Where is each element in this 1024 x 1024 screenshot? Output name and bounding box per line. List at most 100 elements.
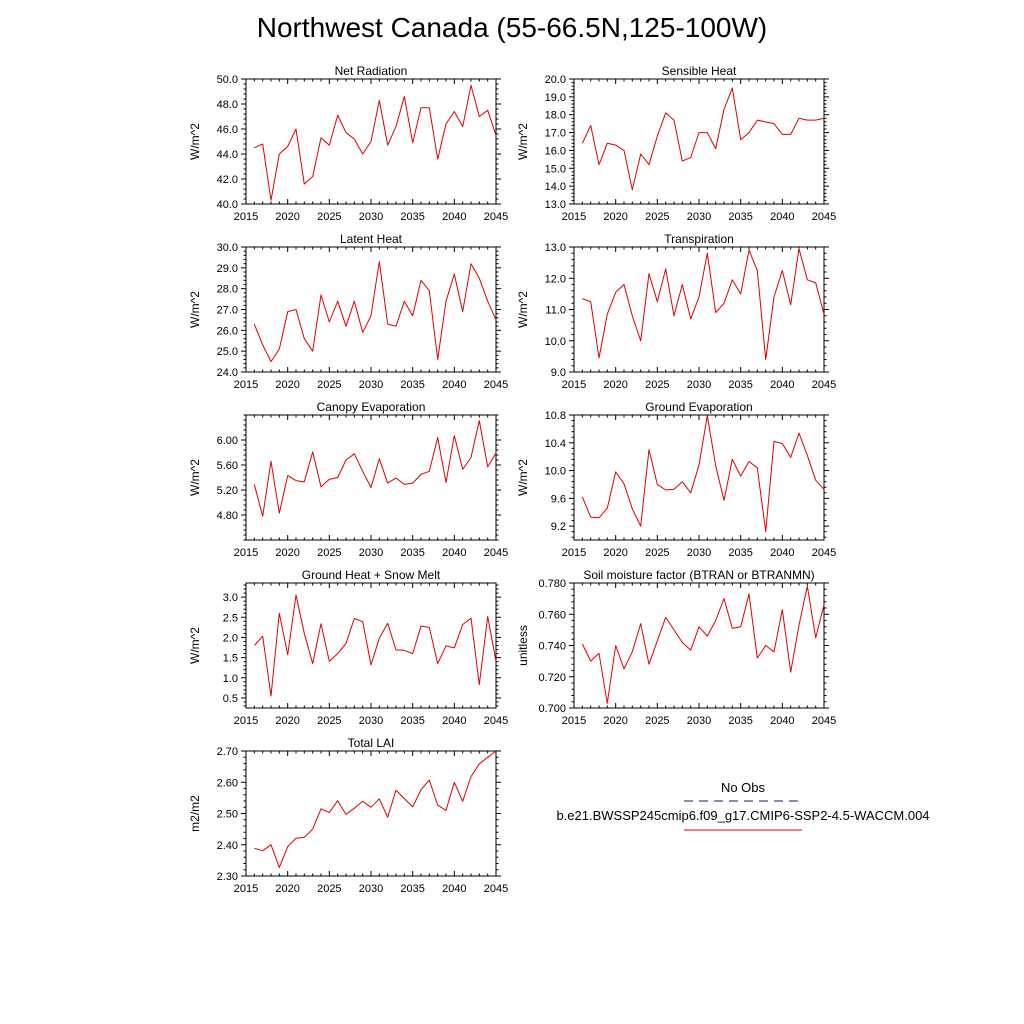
y-tick-label: 0.740 [538, 641, 566, 653]
y-tick-label: 16.0 [545, 145, 566, 157]
x-tick-label: 2045 [484, 547, 508, 559]
plot-frame [245, 246, 497, 373]
x-tick-label: 2015 [562, 715, 586, 727]
x-tick-label: 2035 [400, 715, 424, 727]
x-tick-label: 2020 [603, 211, 627, 223]
series-line [581, 87, 825, 191]
x-tick-label: 2015 [234, 211, 258, 223]
x-tick-label: 2035 [728, 547, 752, 559]
plot-frame [573, 582, 825, 709]
y-tick-label: 44.0 [217, 149, 238, 161]
y-tick-label: 15.0 [545, 163, 566, 175]
y-tick-label: 0.760 [538, 609, 566, 621]
chart-title: Northwest Canada (55-66.5N,125-100W) [256, 12, 768, 43]
panel-net-radiation: 2015 2020 2025 2030 2035 2040 2045 40.0 42.0 44.0… [188, 64, 508, 223]
y-tick-label: 28.0 [217, 284, 238, 296]
y-tick-label: 6.00 [217, 435, 238, 447]
panel-latent-heat: 2015 2020 2025 2030 2035 2040 2045 24.0 25.0 26.0… [188, 232, 508, 391]
panel-canopy-evaporation: 2015 2020 2025 2030 2035 2040 2045 4.80 5.20 5.60… [188, 400, 508, 559]
y-tick-label: 1.5 [223, 653, 238, 665]
x-tick-label: 2030 [359, 379, 383, 391]
y-tick-label: 2.0 [223, 632, 238, 644]
x-tick-label: 2025 [317, 883, 341, 895]
x-tick-label: 2030 [687, 379, 711, 391]
plot-frame [573, 414, 825, 541]
x-tick-label: 2040 [770, 379, 794, 391]
y-tick-label: 0.720 [538, 672, 566, 684]
x-tick-label: 2020 [275, 211, 299, 223]
y-tick-label: 50.0 [217, 74, 238, 86]
y-tick-label: 2.5 [223, 612, 238, 624]
y-tick-label: 10.4 [545, 438, 566, 450]
x-tick-label: 2045 [484, 883, 508, 895]
y-tick-label: 9.0 [551, 367, 566, 379]
x-tick-label: 2030 [687, 547, 711, 559]
y-tick-label: 9.6 [551, 493, 566, 505]
series-line [253, 261, 497, 363]
y-axis-label: W/m^2 [188, 123, 202, 160]
x-tick-label: 2030 [687, 715, 711, 727]
x-tick-label: 2020 [603, 547, 627, 559]
panel-ground-heat-snow-melt: 2015 2020 2025 2030 2035 2040 2045 0.5 1.0 1.5 2.0… [188, 568, 508, 727]
panel-title: Sensible Heat [662, 64, 737, 78]
y-tick-label: 10.8 [545, 410, 566, 422]
panel-title: Ground Evaporation [645, 400, 752, 414]
x-tick-label: 2025 [317, 547, 341, 559]
panel-title: Latent Heat [340, 232, 403, 246]
x-tick-label: 2035 [400, 883, 424, 895]
y-axis-label: W/m^2 [516, 459, 530, 496]
y-tick-label: 14.0 [545, 181, 566, 193]
y-tick-label: 4.80 [217, 510, 238, 522]
y-tick-label: 3.0 [223, 592, 238, 604]
panel-title: Transpiration [664, 232, 734, 246]
panel-title: Soil moisture factor (BTRAN or BTRANMN) [583, 568, 814, 582]
x-tick-label: 2020 [603, 715, 627, 727]
x-tick-label: 2020 [275, 379, 299, 391]
y-tick-label: 26.0 [217, 325, 238, 337]
y-tick-label: 30.0 [217, 242, 238, 254]
y-tick-label: 18.0 [545, 110, 566, 122]
series-line [253, 594, 497, 697]
legend-label-run: b.e21.BWSSP245cmip6.f09_g17.CMIP6-SSP2-4… [556, 808, 929, 823]
y-tick-label: 2.70 [217, 746, 238, 758]
x-tick-label: 2035 [728, 379, 752, 391]
x-tick-label: 2045 [812, 547, 836, 559]
x-tick-label: 2040 [442, 715, 466, 727]
x-tick-label: 2020 [275, 883, 299, 895]
y-tick-label: 2.40 [217, 840, 238, 852]
y-tick-label: 10.0 [545, 336, 566, 348]
panel-transpiration: 2015 2020 2025 2030 2035 2040 2045 9.0 10.0 11.0 1… [516, 232, 836, 391]
x-tick-label: 2020 [275, 547, 299, 559]
y-tick-label: 2.60 [217, 777, 238, 789]
x-tick-label: 2045 [484, 211, 508, 223]
y-axis-label: W/m^2 [188, 627, 202, 664]
y-tick-label: 40.0 [217, 199, 238, 211]
x-tick-label: 2035 [400, 547, 424, 559]
x-tick-label: 2015 [562, 211, 586, 223]
x-tick-label: 2045 [812, 715, 836, 727]
x-tick-label: 2040 [770, 715, 794, 727]
y-tick-label: 10.0 [545, 466, 566, 478]
x-tick-label: 2035 [400, 211, 424, 223]
panel-total-lai: 2015 2020 2025 2030 2035 2040 2045 2.30 2.40 2.50… [188, 736, 508, 895]
series-line [254, 84, 497, 201]
plot-frame [573, 78, 825, 205]
y-tick-label: 5.60 [217, 460, 238, 472]
y-tick-label: 2.50 [217, 809, 238, 821]
x-tick-label: 2025 [317, 211, 341, 223]
y-axis-label: W/m^2 [188, 291, 202, 328]
y-axis-label: W/m^2 [188, 459, 202, 496]
panel-sensible-heat: 2015 2020 2025 2030 2035 2040 2045 13.0 14.0 15.0… [516, 64, 836, 223]
y-tick-label: 19.0 [545, 92, 566, 104]
x-tick-label: 2015 [234, 379, 258, 391]
y-tick-label: 48.0 [217, 99, 238, 111]
panel-ground-evaporation: 2015 2020 2025 2030 2035 2040 2045 9.2 9.6 10.0 10… [516, 400, 836, 559]
y-tick-label: 13.0 [545, 242, 566, 254]
series-line [254, 750, 497, 869]
y-tick-label: 20.0 [545, 74, 566, 86]
x-tick-label: 2030 [687, 211, 711, 223]
y-tick-label: 42.0 [217, 174, 238, 186]
x-tick-label: 2015 [562, 379, 586, 391]
x-tick-label: 2030 [359, 883, 383, 895]
